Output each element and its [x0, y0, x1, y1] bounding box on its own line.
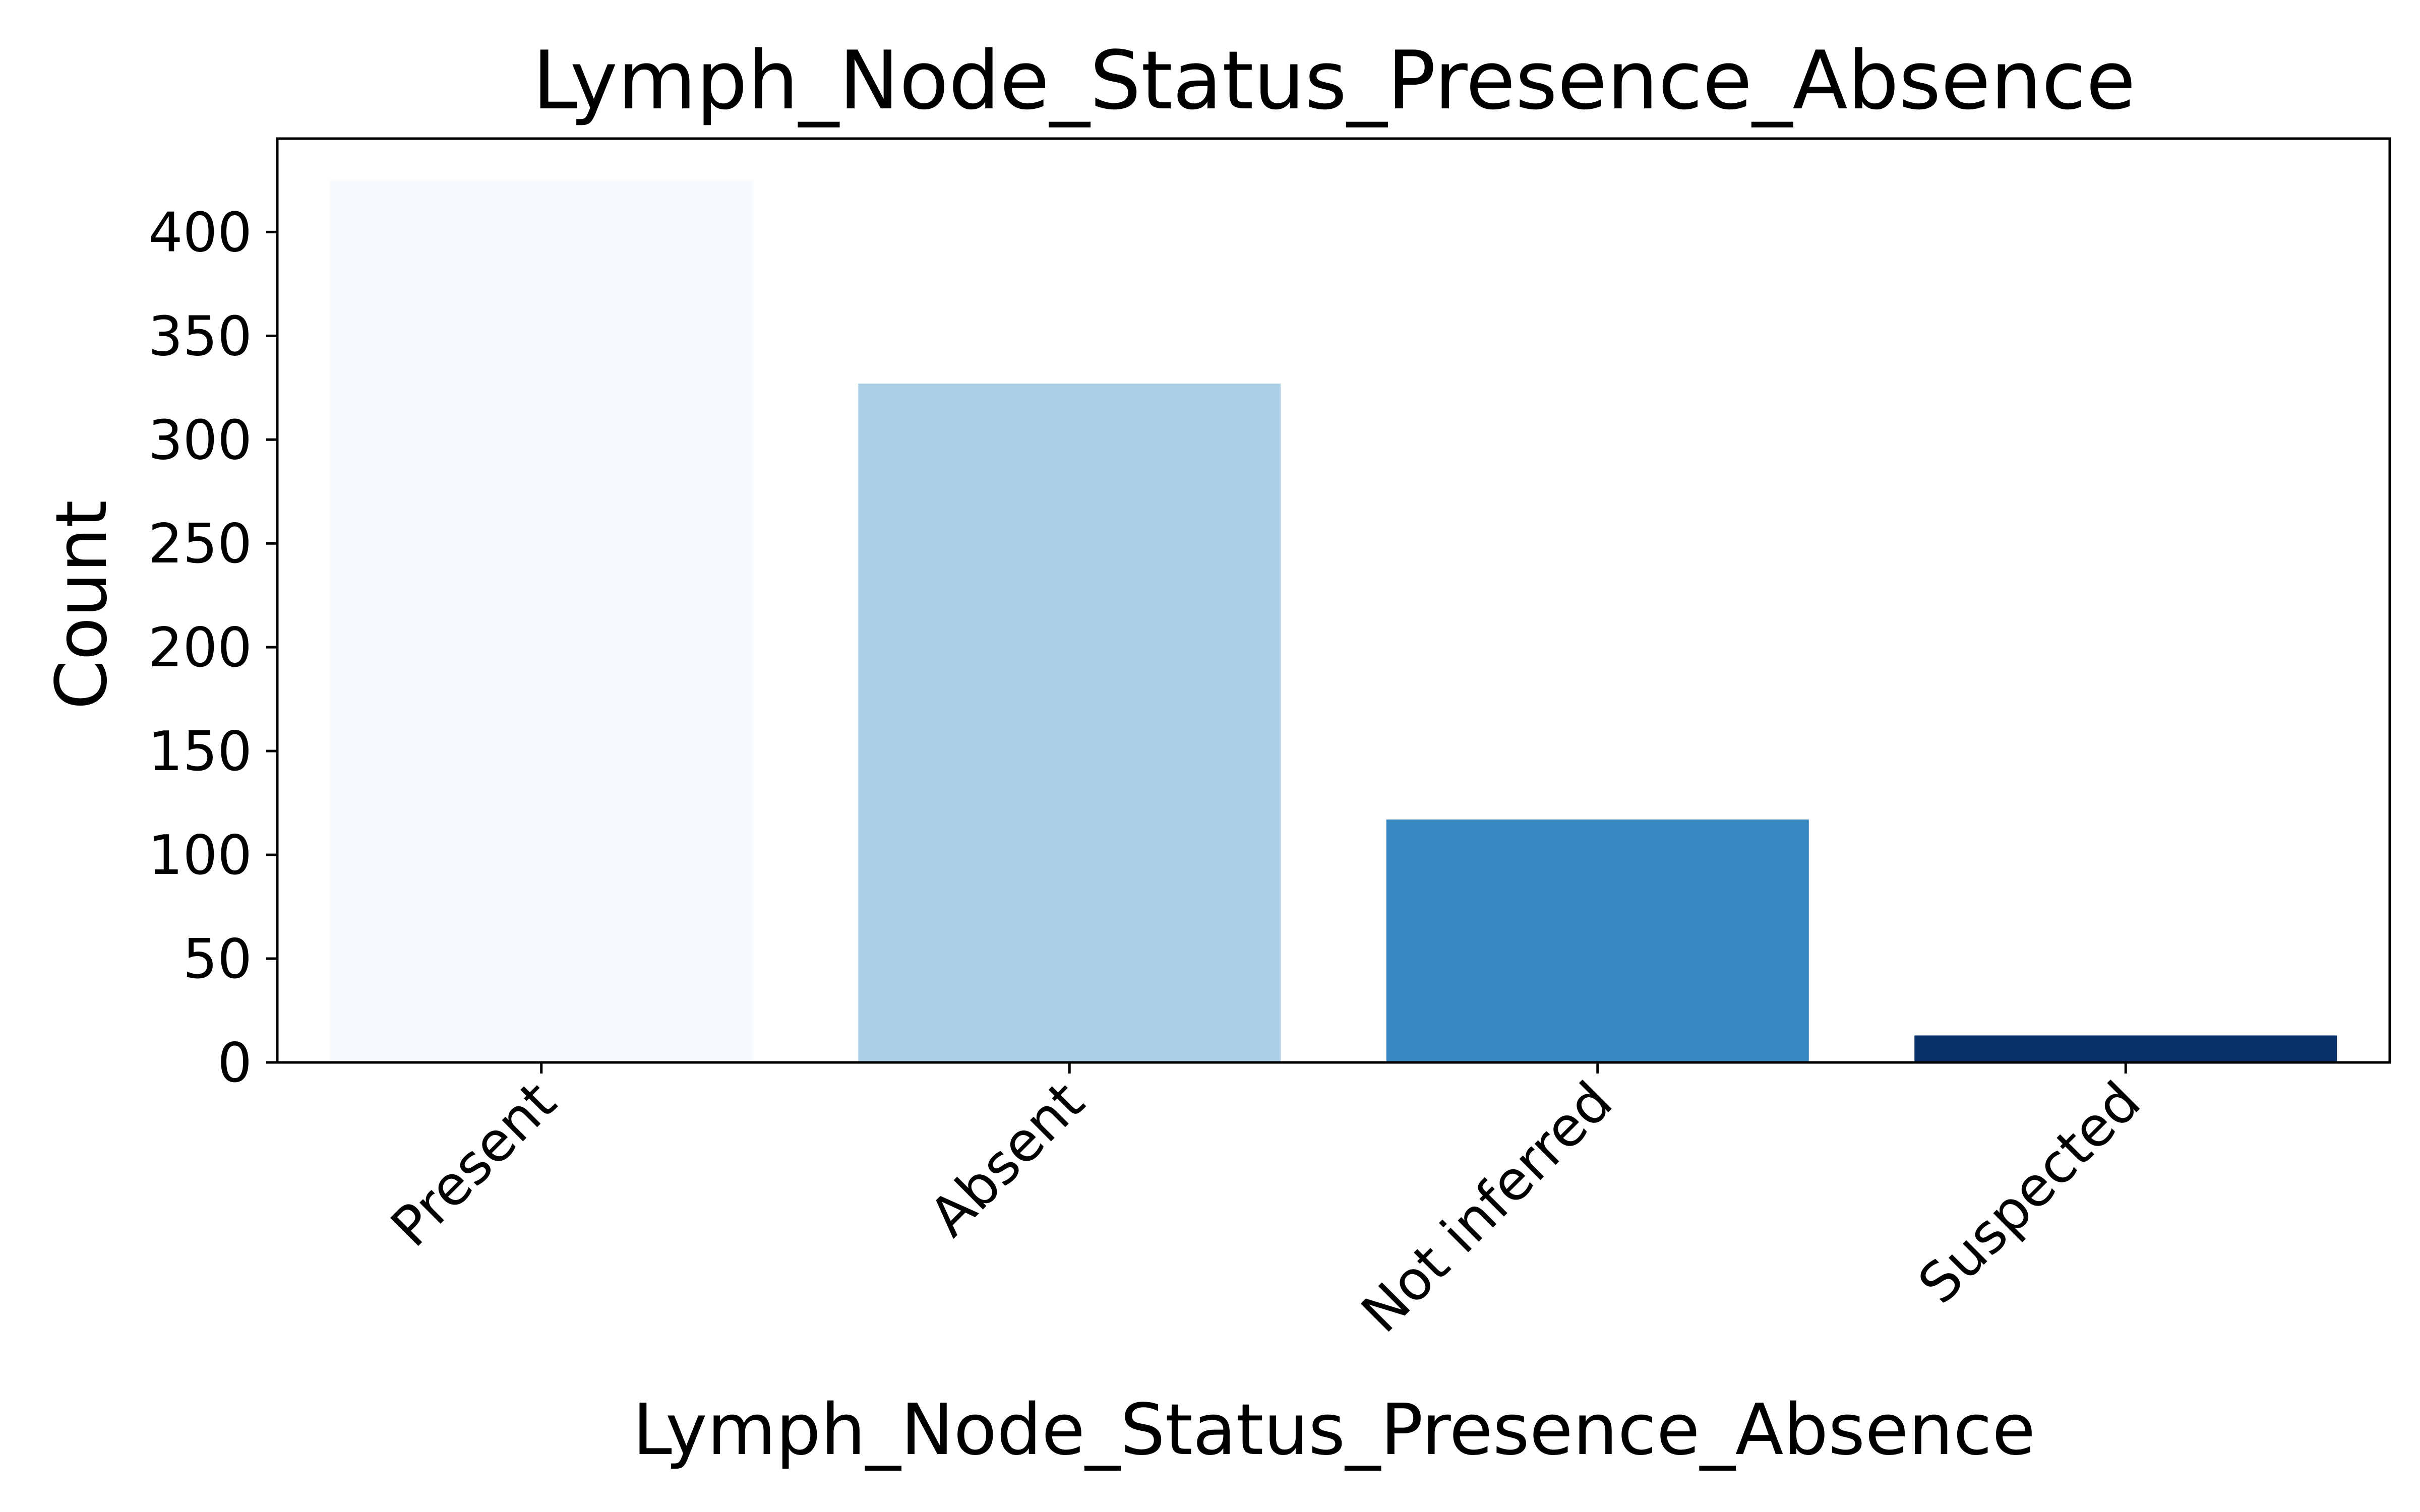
y-axis: 0 50 100 150 200 250 300 350 400 [148, 201, 277, 1095]
x-tick-label-absent: Absent [918, 1070, 1096, 1248]
x-tick-label-not-inferred: Not inferred [1350, 1070, 1624, 1345]
bar-suspected [1914, 1035, 2337, 1062]
y-tick-label: 150 [148, 720, 252, 783]
y-tick-label: 300 [148, 409, 252, 472]
x-tick-label-present: Present [379, 1070, 568, 1259]
bar-not-inferred [1386, 820, 1809, 1062]
y-tick-label: 400 [148, 201, 252, 264]
y-axis-label: Count [41, 500, 123, 710]
y-tick-label: 350 [148, 305, 252, 368]
bar-absent [858, 384, 1281, 1062]
x-axis-label: Lymph_Node_Status_Presence_Absence [633, 1389, 2036, 1471]
y-tick-label: 100 [148, 824, 252, 887]
y-tick-label: 250 [148, 513, 252, 576]
y-tick-label: 50 [183, 928, 252, 991]
chart-title: Lymph_Node_Status_Presence_Absence [532, 33, 2136, 128]
y-tick-label: 0 [217, 1032, 252, 1095]
x-axis: Present Absent Not inferred Suspected [379, 1062, 2153, 1345]
y-tick-label: 200 [148, 616, 252, 679]
x-tick-label-suspected: Suspected [1907, 1070, 2153, 1316]
plot-area-frame [276, 137, 2391, 1064]
bars-group [330, 180, 2337, 1062]
bar-present [330, 180, 753, 1062]
